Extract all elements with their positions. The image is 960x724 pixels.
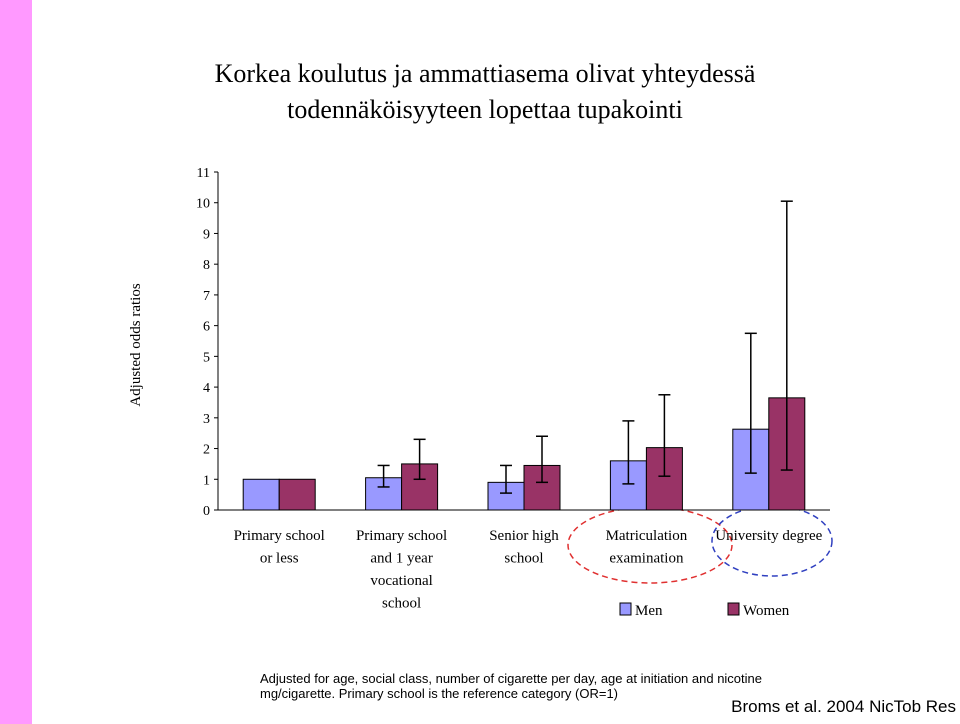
x-tick-label: school (504, 551, 543, 567)
x-tick-label: examination (609, 551, 684, 567)
chart-title: Korkea koulutus ja ammattiasema olivat y… (215, 59, 756, 88)
y-tick-label: 9 (203, 227, 210, 242)
y-axis-label: Adjusted odds ratios (128, 283, 144, 406)
highlight-ellipse (711, 505, 833, 577)
legend-label: Women (743, 603, 790, 619)
highlight-ellipse (567, 506, 733, 584)
x-tick-label: Senior high (489, 528, 559, 544)
legend-swatch (727, 602, 740, 616)
x-tick-label: vocational (370, 573, 432, 589)
bar (242, 478, 280, 511)
x-tick-label: Matriculation (606, 528, 688, 544)
legend-swatch (619, 602, 632, 616)
y-tick-label: 8 (203, 258, 210, 273)
x-tick-label: Primary school (356, 528, 447, 544)
x-tick-label: Primary school (234, 528, 325, 544)
x-tick-label: school (382, 596, 421, 612)
y-tick-label: 7 (203, 289, 210, 304)
x-tick-label: University degree (715, 528, 822, 544)
y-tick-label: 2 (203, 443, 210, 458)
side-strip (0, 0, 32, 724)
y-tick-label: 1 (203, 473, 210, 488)
y-tick-label: 11 (197, 166, 210, 181)
y-tick-label: 10 (196, 197, 210, 212)
y-tick-label: 3 (203, 412, 210, 427)
footnote: mg/cigarette. Primary school is the refe… (260, 686, 618, 701)
y-tick-label: 4 (203, 381, 210, 396)
y-tick-label: 6 (203, 320, 210, 335)
chart-title: todennäköisyyteen lopettaa tupakointi (287, 95, 683, 124)
x-tick-label: or less (260, 551, 299, 567)
y-tick-label: 0 (203, 504, 210, 519)
legend-label: Men (635, 603, 663, 619)
footnote: Adjusted for age, social class, number o… (260, 671, 762, 686)
source: Broms et al. 2004 NicTob Res (731, 697, 956, 716)
bar (278, 478, 316, 511)
y-tick-label: 5 (203, 350, 210, 365)
x-tick-label: and 1 year (370, 551, 432, 567)
